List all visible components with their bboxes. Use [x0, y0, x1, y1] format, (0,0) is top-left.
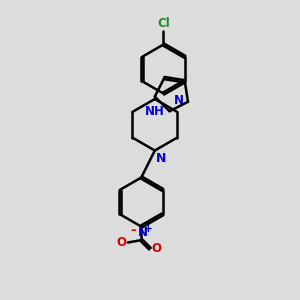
Text: N: N: [137, 226, 148, 239]
Text: O: O: [117, 236, 127, 249]
Text: +: +: [144, 224, 152, 234]
Text: N: N: [174, 94, 184, 107]
Text: N: N: [156, 152, 166, 165]
Text: Cl: Cl: [157, 17, 170, 30]
Text: O: O: [151, 242, 161, 255]
Text: NH: NH: [145, 105, 165, 118]
Text: -: -: [130, 224, 136, 237]
